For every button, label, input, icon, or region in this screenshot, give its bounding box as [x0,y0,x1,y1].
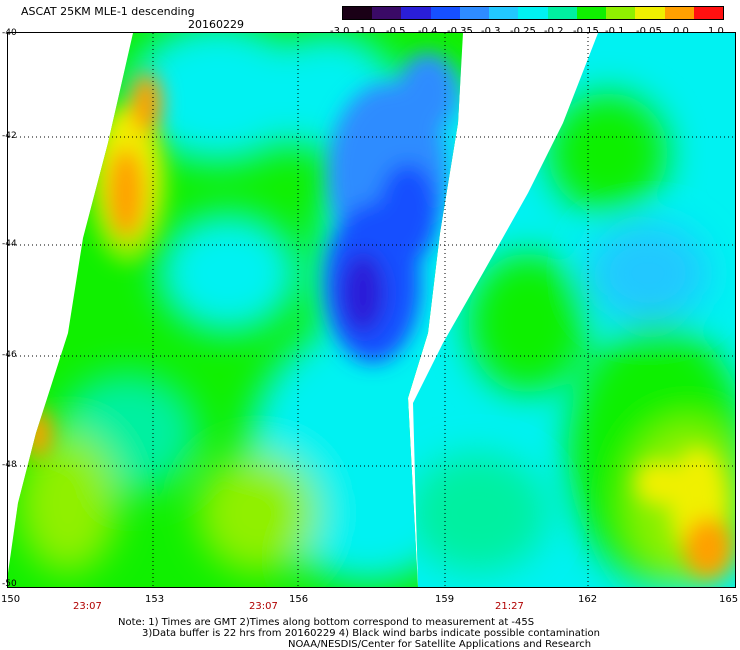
colorbar-label: -0.25 [510,26,536,37]
lon-label: 156 [289,594,309,605]
colorbar-label: -1.0 [356,26,376,37]
lat-label: -40 [2,28,17,38]
colorbar-swatch-3 [401,7,431,19]
lat-label: -44 [2,239,17,249]
lon-label: 165 [719,594,739,605]
colorbar-label: -0.2 [544,26,564,37]
colorbar-label: -0.35 [447,26,473,37]
map-date: 20160229 [188,18,244,31]
colorbar-swatch-2 [372,7,402,19]
colorbar-swatch-11 [635,7,665,19]
colorbar-swatch-9 [576,7,607,19]
colorbar-label: -0.4 [418,26,438,37]
map-title: ASCAT 25KM MLE-1 descending [21,5,195,18]
colorbar-swatch-6 [489,7,519,19]
colorbar-label: -0.1 [605,26,625,37]
colorbar-swatch-12 [664,7,694,19]
lon-label: 153 [145,594,165,605]
lat-label: -50 [2,579,17,589]
lon-label: 150 [1,594,21,605]
colorbar-label: -0.5 [386,26,406,37]
time-label: 21:27 [495,601,524,612]
colorbar-swatch-4 [430,7,460,19]
colorbar-label: -0.15 [573,26,599,37]
lon-label: 162 [578,594,598,605]
swath-right [413,33,735,587]
colorbar-labels: -3.0 -1.0 -0.5 -0.4 -0.35 -0.3 -0.25 -0.… [322,26,734,38]
colorbar [342,6,724,20]
colorbar-swatch-1 [343,7,373,19]
lat-label: -48 [2,460,17,470]
footnotes: Note: 1) Times are GMT 2)Times along bot… [118,617,600,650]
colorbar-swatch-10 [606,7,636,19]
colorbar-swatch-13 [693,7,724,19]
lon-label: 159 [435,594,455,605]
colorbar-swatch-8 [547,7,577,19]
lat-label: -42 [2,131,17,141]
map-plot-area [7,32,736,588]
colorbar-label: -0.3 [481,26,501,37]
note-line-1: Note: 1) Times are GMT 2)Times along bot… [118,617,535,628]
graticule [8,33,735,587]
colorbar-label: 1.0 [708,26,724,37]
time-label: 23:07 [73,601,102,612]
colorbar-label: -3.0 [330,26,350,37]
time-label: 23:07 [249,601,278,612]
colorbar-swatch-7 [518,7,548,19]
lat-label: -46 [2,350,17,360]
colorbar-label: 0.0 [673,26,689,37]
colorbar-swatch-5 [459,7,490,19]
note-line-3: NOAA/NESDIS/Center for Satellite Applica… [288,639,592,650]
colorbar-label: -0.05 [636,26,662,37]
note-line-2: 3)Data buffer is 22 hrs from 20160229 4)… [142,628,600,639]
